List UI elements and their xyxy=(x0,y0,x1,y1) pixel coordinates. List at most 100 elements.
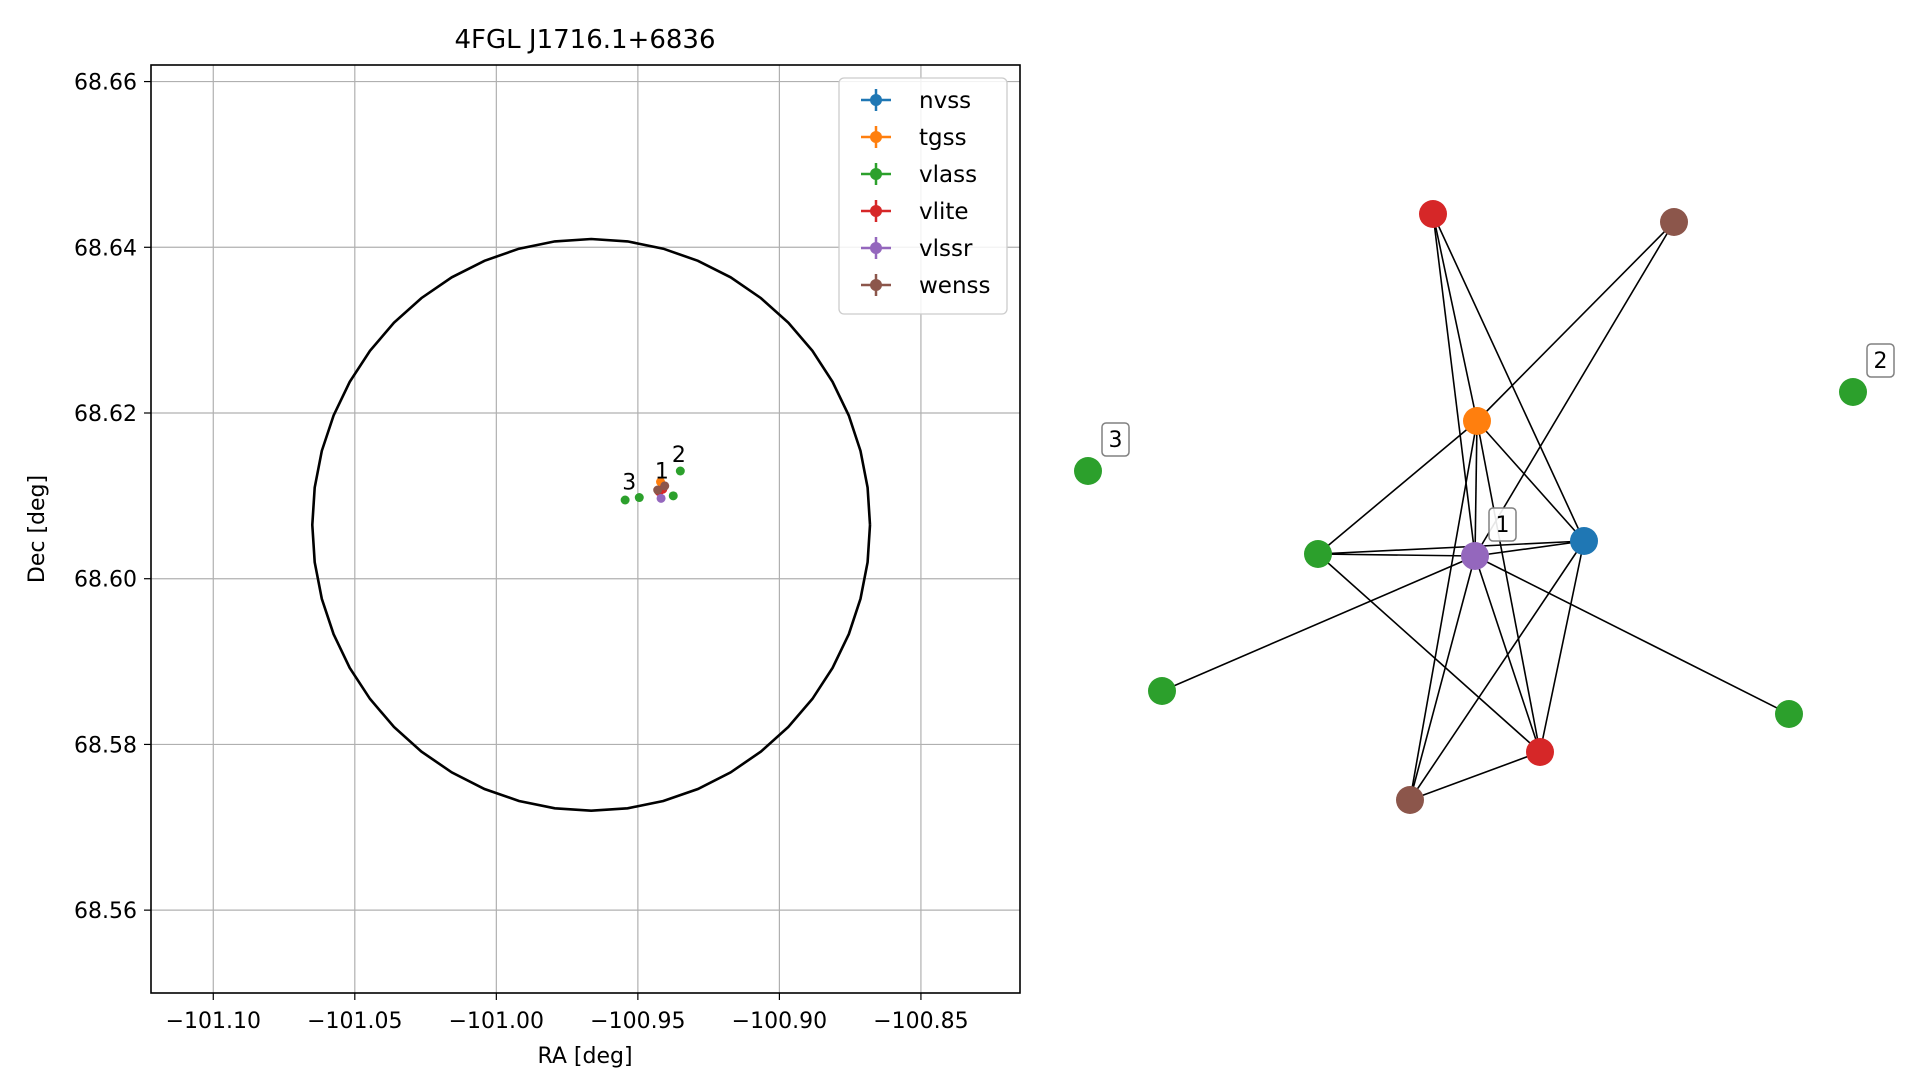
network-edge xyxy=(1476,420,1585,542)
point-vlass xyxy=(668,491,678,501)
point-wenss xyxy=(660,481,670,491)
legend-swatch-marker xyxy=(870,205,882,217)
network-edges xyxy=(1161,213,1790,801)
network-edge xyxy=(1474,420,1478,557)
legend-item-vlass: vlass xyxy=(861,162,977,188)
point-vlssr xyxy=(656,493,666,503)
network-edge xyxy=(1409,540,1585,801)
point-marker xyxy=(668,491,678,501)
point-vlass xyxy=(675,466,685,476)
legend-item-nvss: nvss xyxy=(861,88,971,114)
x-tick-label: −101.10 xyxy=(166,1009,261,1034)
network-node-vlass xyxy=(1074,457,1102,485)
network-edge xyxy=(1476,420,1541,753)
legend-label: vlite xyxy=(919,199,969,225)
network-edge xyxy=(1539,540,1585,753)
group-label-box xyxy=(1101,422,1130,457)
point-vlass xyxy=(620,495,630,505)
network-edge xyxy=(1317,553,1541,753)
x-tick-label: −101.00 xyxy=(449,1009,544,1034)
network-edge xyxy=(1432,213,1476,557)
legend-label: vlssr xyxy=(919,236,973,262)
network-node-vlass xyxy=(1775,700,1803,728)
legend-label: vlass xyxy=(919,162,977,188)
network-node-vlass xyxy=(1839,378,1867,406)
y-axis-label: Dec [deg] xyxy=(25,475,50,583)
y-tick-label: 68.58 xyxy=(74,733,137,758)
error-ellipse-outline xyxy=(310,237,872,813)
x-tick-label: −100.85 xyxy=(873,1009,968,1034)
y-tick-label: 68.62 xyxy=(74,402,137,427)
network-edge xyxy=(1432,213,1478,422)
network-edge xyxy=(1476,221,1675,422)
group-label: 3 xyxy=(1101,422,1130,457)
network-edge xyxy=(1317,420,1478,555)
legend-swatch-marker xyxy=(870,131,882,143)
legend-item-vlite: vlite xyxy=(861,199,969,225)
group-label-box xyxy=(1488,507,1517,542)
network-node-vlass xyxy=(1304,540,1332,568)
y-tick-label: 68.64 xyxy=(74,236,137,261)
network-edge xyxy=(1409,420,1478,801)
group-label-text: 1 xyxy=(1496,513,1510,538)
network-node-wenss xyxy=(1660,208,1688,236)
legend-swatch-marker xyxy=(870,279,882,291)
legend-label: nvss xyxy=(919,88,971,114)
group-label: 2 xyxy=(1866,343,1895,378)
x-ticks: −101.10 −101.05 −101.00 −100.95 −100.90 −100.… xyxy=(166,993,969,1034)
network-edge xyxy=(1474,555,1790,715)
group-label: 1 xyxy=(1488,507,1517,542)
network-edge xyxy=(1474,221,1675,557)
network-edge xyxy=(1409,555,1476,801)
x-tick-label: −100.95 xyxy=(590,1009,685,1034)
point-wenss xyxy=(653,485,663,495)
point-marker xyxy=(620,495,630,505)
network-group-labels: 1 2 3 xyxy=(1101,343,1895,542)
network-edge xyxy=(1161,555,1476,692)
x-tick-label: −101.05 xyxy=(307,1009,402,1034)
group-label-text: 3 xyxy=(1109,428,1123,453)
legend-swatch-marker xyxy=(870,94,882,106)
legend-swatch-marker xyxy=(870,168,882,180)
network-node-tgss xyxy=(1463,407,1491,435)
plot-frame xyxy=(150,64,1021,994)
network-node-vlass xyxy=(1148,677,1176,705)
source-label: 2 xyxy=(672,443,686,468)
group-label-box xyxy=(1866,343,1895,378)
legend-item-tgss: tgss xyxy=(861,125,967,151)
network-edge xyxy=(1409,751,1541,801)
network-edge xyxy=(1432,213,1585,542)
network-panel: 1 2 3 xyxy=(1074,200,1895,814)
network-edge xyxy=(1317,540,1585,555)
network-node-wenss xyxy=(1396,786,1424,814)
x-tick-label: −100.90 xyxy=(732,1009,827,1034)
y-tick-label: 68.56 xyxy=(74,899,137,924)
group-label-text: 2 xyxy=(1874,349,1888,374)
legend-label: tgss xyxy=(919,125,967,151)
point-vlass xyxy=(634,493,644,503)
point-marker xyxy=(653,485,663,495)
source-label: 1 xyxy=(655,460,669,485)
x-axis-label: RA [deg] xyxy=(537,1044,632,1069)
point-marker xyxy=(675,466,685,476)
network-edge xyxy=(1474,540,1585,557)
network-node-vlite xyxy=(1526,738,1554,766)
legend-label: wenss xyxy=(919,273,991,299)
y-tick-label: 68.60 xyxy=(74,568,137,593)
error-ellipse xyxy=(310,237,872,813)
y-ticks: 68.56 68.58 68.60 68.62 68.64 68.66 xyxy=(74,71,151,924)
legend-item-wenss: wenss xyxy=(861,273,991,299)
source-labels: 12 3 xyxy=(622,443,686,495)
network-edge xyxy=(1317,553,1476,557)
scatter-points xyxy=(620,466,685,505)
network-nodes xyxy=(1074,200,1867,814)
legend-item-vlssr: vlssr xyxy=(861,236,973,262)
network-node-vlssr xyxy=(1461,542,1489,570)
legend-swatch-marker xyxy=(870,242,882,254)
chart-title: 4FGL J1716.1+6836 xyxy=(455,25,716,55)
legend: nvss tgss vlass vlite vlssr wenss xyxy=(838,77,1008,315)
point-marker xyxy=(634,493,644,503)
network-node-vlite xyxy=(1419,200,1447,228)
y-tick-label: 68.66 xyxy=(74,71,137,96)
